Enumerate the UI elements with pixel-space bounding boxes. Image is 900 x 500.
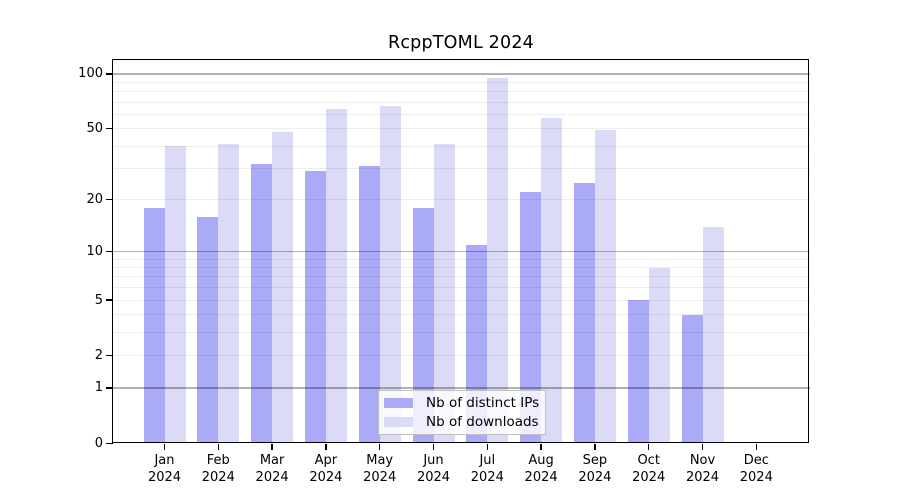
y-axis-label: 100 — [78, 66, 103, 82]
gridline-minor — [112, 267, 810, 269]
gridline-minor — [112, 128, 810, 130]
bar-distinct-ips-aug — [520, 192, 542, 444]
y-axis-tick — [106, 127, 113, 130]
gridline-minor — [112, 81, 810, 83]
x-axis-tick — [325, 443, 327, 450]
x-axis-tick — [378, 443, 381, 450]
y-axis-tick — [106, 73, 113, 75]
x-axis-label: Jun 2024 — [416, 453, 451, 485]
x-axis-tick — [594, 443, 596, 450]
legend: Nb of distinct IPs Nb of downloads — [378, 390, 546, 435]
bar-downloads-mar — [272, 131, 294, 444]
y-axis-label: 10 — [86, 244, 103, 259]
x-axis-label: Mar 2024 — [255, 453, 289, 485]
x-axis-label: Apr 2024 — [309, 453, 343, 485]
x-axis-label: Nov 2024 — [685, 453, 720, 485]
bar-distinct-ips-apr — [304, 171, 326, 444]
gridline-minor — [112, 258, 810, 260]
legend-item: Nb of distinct IPs — [384, 395, 545, 411]
y-axis-label: 0 — [94, 436, 103, 451]
x-axis-tick — [217, 443, 220, 450]
chart-title: RcppTOML 2024 — [387, 33, 534, 53]
legend-swatch-downloads-icon — [384, 417, 413, 427]
y-axis-label: 2 — [94, 348, 103, 364]
bar-downloads-oct — [648, 267, 670, 444]
bar-downloads-feb — [218, 144, 240, 444]
x-axis-label: Dec 2024 — [739, 453, 773, 485]
y-axis-tick — [106, 387, 113, 389]
gridline-minor — [112, 287, 810, 289]
y-axis-label: 5 — [94, 292, 103, 308]
gridline-minor — [112, 331, 810, 333]
x-axis-label: Jan 2024 — [147, 453, 182, 485]
x-axis-label: Feb 2024 — [201, 453, 235, 485]
x-axis-tick — [755, 443, 758, 450]
x-axis-label: Jul 2024 — [470, 453, 504, 485]
legend-item: Nb of downloads — [384, 414, 545, 430]
y-axis-tick — [106, 354, 113, 357]
bar-distinct-ips-oct — [627, 300, 649, 444]
y-axis-tick — [106, 198, 113, 201]
bar-distinct-ips-sep — [573, 182, 595, 444]
y-axis-tick — [106, 250, 113, 253]
gridline-major — [112, 387, 810, 389]
bar-downloads-may — [379, 105, 401, 444]
x-axis-tick — [432, 443, 435, 450]
x-axis-tick — [647, 443, 650, 450]
bar-downloads-jan — [164, 146, 186, 444]
gridline-minor — [112, 299, 810, 301]
x-axis-tick — [540, 443, 542, 450]
legend-label-distinct-ips: Nb of distinct IPs — [426, 395, 540, 411]
x-axis-tick — [486, 443, 489, 450]
bar-distinct-ips-feb — [197, 216, 219, 444]
gridline-major — [112, 250, 810, 253]
gridline-minor — [112, 276, 810, 278]
legend-swatch-distinct-ips-icon — [384, 398, 413, 408]
bar-downloads-aug — [541, 118, 563, 444]
bar-downloads-sep — [594, 130, 616, 444]
bar-downloads-jul — [487, 78, 509, 444]
x-axis-label: May 2024 — [363, 453, 397, 485]
gridline-minor — [112, 168, 810, 170]
x-axis-label: Aug 2024 — [524, 453, 558, 485]
bar-distinct-ips-jan — [143, 207, 165, 444]
x-axis-label: Oct 2024 — [632, 453, 666, 485]
y-axis-label: 50 — [86, 121, 103, 137]
x-axis-tick — [701, 443, 704, 450]
y-axis-label: 20 — [86, 192, 103, 208]
gridline-minor — [112, 101, 810, 103]
bar-distinct-ips-mar — [251, 163, 273, 444]
bar-distinct-ips-jun — [412, 207, 434, 444]
y-axis-label: 1 — [94, 380, 103, 396]
bar-distinct-ips-nov — [681, 314, 703, 444]
gridline-minor — [112, 199, 810, 201]
x-axis-tick — [163, 443, 166, 450]
x-axis-label: Sep 2024 — [578, 453, 612, 485]
bar-downloads-nov — [702, 226, 724, 444]
y-axis-tick — [106, 299, 113, 301]
gridline-minor — [112, 113, 810, 115]
bar-downloads-apr — [325, 109, 347, 444]
gridline-minor — [112, 145, 810, 147]
gridline-major — [112, 73, 810, 75]
legend-label-downloads: Nb of downloads — [426, 414, 539, 430]
y-axis-tick — [106, 442, 113, 445]
gridline-minor — [112, 314, 810, 316]
gridline-minor — [112, 355, 810, 357]
x-axis-tick — [271, 443, 273, 450]
gridline-minor — [112, 91, 810, 93]
bar-downloads-jun — [433, 144, 455, 444]
bar-distinct-ips-may — [358, 165, 380, 444]
